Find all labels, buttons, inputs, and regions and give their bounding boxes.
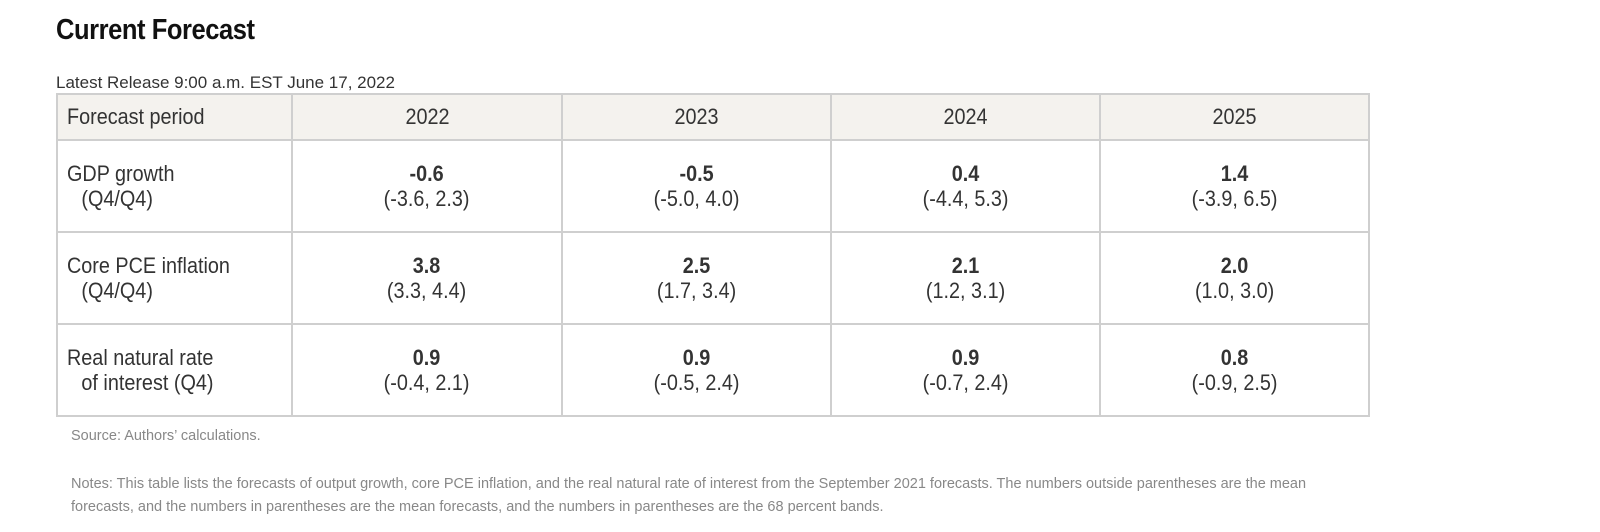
band-value: (-0.9, 2.5)	[1191, 370, 1278, 395]
mean-value: 1.4	[1220, 161, 1249, 186]
forecast-cell: 2.0 (1.0, 3.0)	[1098, 231, 1371, 325]
mean-value: 2.5	[682, 253, 710, 278]
forecast-cell: 1.4 (-3.9, 6.5)	[1098, 139, 1371, 233]
mean-value: 3.8	[413, 253, 441, 278]
table-row-real-natural-rate: Real natural rate of interest (Q4) 0.9 (-…	[55, 323, 1371, 417]
row-label: Core PCE inflation (Q4/Q4)	[55, 231, 294, 325]
source-note: Source: Authors’ calculations.	[71, 428, 261, 444]
row-label: GDP growth (Q4/Q4)	[55, 139, 294, 233]
page-title: Current Forecast	[56, 14, 255, 46]
mean-value: 0.9	[413, 345, 441, 370]
band-value: (3.3, 4.4)	[387, 278, 467, 303]
mean-value: 2.0	[1220, 253, 1249, 278]
table-row-gdp-growth: GDP growth (Q4/Q4) -0.6 (-3.6, 2.3) -0.5(…	[55, 139, 1371, 233]
forecast-cell: 0.8 (-0.9, 2.5)	[1098, 323, 1371, 417]
table-row-core-pce-inflation: Core PCE inflation (Q4/Q4) 3.8 (3.3, 4.4)…	[55, 231, 1371, 325]
band-value: (-3.6, 2.3)	[384, 186, 470, 211]
forecast-cell: 3.8 (3.3, 4.4)	[291, 231, 563, 325]
band-value: (-5.0, 4.0)	[653, 186, 740, 211]
forecast-cell: -0.6 (-3.6, 2.3)	[291, 139, 563, 233]
forecast-cell: 0.9 (-0.4, 2.1)	[291, 323, 563, 417]
band-value: (1.7, 3.4)	[656, 278, 736, 303]
band-value: (-4.4, 5.3)	[922, 186, 1009, 211]
forecast-cell: 2.1 (1.2, 3.1)	[829, 231, 1101, 325]
forecast-table: Forecast period 2022 2023 2024 2025 GDP …	[55, 93, 1371, 417]
column-header-year: 2023	[560, 93, 832, 141]
mean-value: 2.1	[951, 253, 980, 278]
mean-value: -0.6	[409, 161, 445, 186]
band-value: (1.2, 3.1)	[925, 278, 1005, 303]
column-header-forecast-period: Forecast period	[55, 93, 294, 141]
column-header-year: 2022	[291, 93, 563, 141]
column-header-year: 2024	[829, 93, 1101, 141]
row-label: Real natural rate of interest (Q4)	[55, 323, 294, 417]
band-value: (-0.4, 2.1)	[384, 370, 470, 395]
band-value: (-0.5, 2.4)	[653, 370, 740, 395]
forecast-cell: -0.5 (-5.0, 4.0)	[560, 139, 832, 233]
forecast-cell: 0.9 (-0.7, 2.4)	[829, 323, 1101, 417]
band-value: (-3.9, 6.5)	[1191, 186, 1278, 211]
mean-value: 0.4	[951, 161, 980, 186]
mean-value: 0.8	[1220, 345, 1249, 370]
forecast-cell: 2.5 (1.7, 3.4)	[560, 231, 832, 325]
notes-text: Notes: This table lists the forecasts of…	[71, 476, 1307, 515]
table-header-row: Forecast period 2022 2023 2024 2025	[55, 93, 1371, 141]
band-value: (-0.7, 2.4)	[922, 370, 1009, 395]
forecast-cell: 0.9 (-0.5, 2.4)	[560, 323, 832, 417]
mean-value: 0.9	[682, 345, 710, 370]
band-value: (1.0, 3.0)	[1194, 278, 1275, 303]
mean-value: -0.5	[679, 161, 714, 186]
release-timestamp: Latest Release 9:00 a.m. EST June 17, 20…	[56, 73, 395, 92]
column-header-year: 2025	[1098, 93, 1371, 141]
forecast-cell: 0.4 (-4.4, 5.3)	[829, 139, 1101, 233]
mean-value: 0.9	[951, 345, 980, 370]
